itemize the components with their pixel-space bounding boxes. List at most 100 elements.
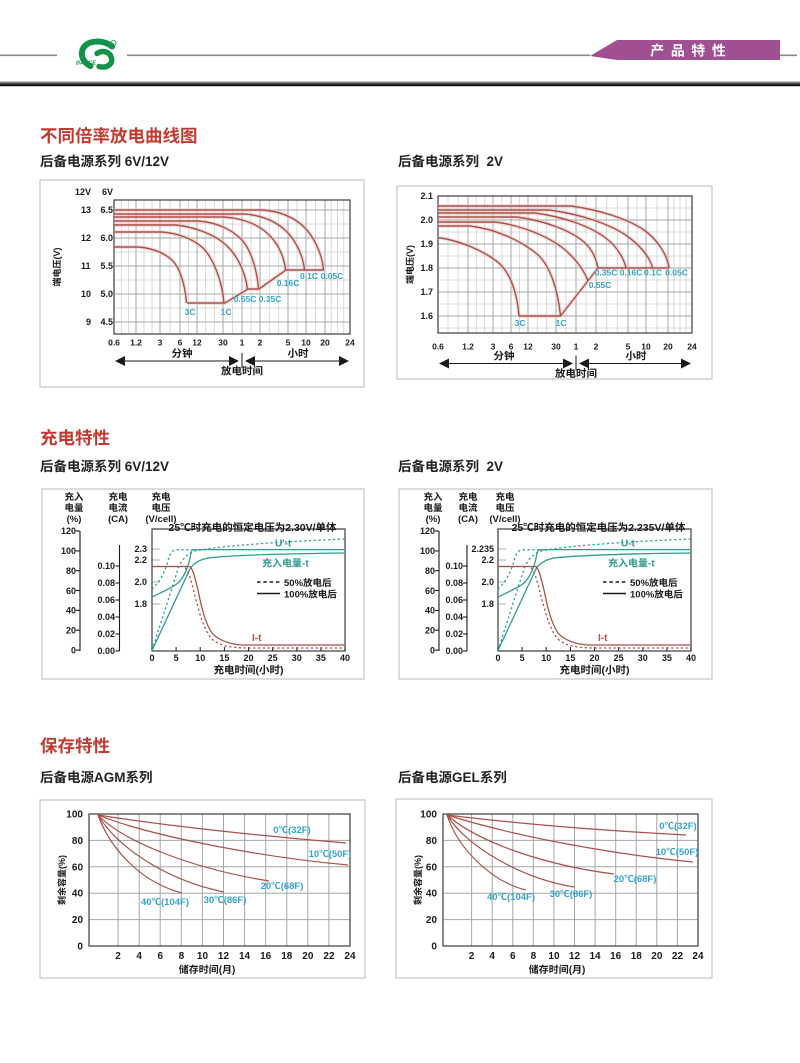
svg-text:0.6: 0.6: [432, 342, 444, 352]
svg-text:20: 20: [302, 951, 314, 962]
svg-text:(V): (V): [52, 248, 62, 260]
svg-text:0.16C: 0.16C: [277, 278, 300, 288]
svg-text:2: 2: [115, 951, 121, 962]
svg-text:100: 100: [66, 810, 83, 821]
svg-text:(: (: [602, 665, 606, 677]
svg-text:60: 60: [72, 862, 84, 873]
svg-text:0.00: 0.00: [98, 646, 116, 656]
svg-text:100: 100: [61, 546, 76, 556]
svg-text:BAOCE: BAOCE: [76, 61, 96, 67]
svg-text:(50F): (50F): [676, 847, 699, 858]
svg-text:60: 60: [426, 862, 438, 873]
svg-text:24: 24: [344, 951, 356, 962]
svg-text:1C: 1C: [221, 307, 232, 317]
svg-text:6: 6: [509, 342, 514, 352]
svg-text:5: 5: [174, 653, 179, 663]
svg-text:30: 30: [204, 895, 215, 906]
svg-text:18: 18: [281, 951, 293, 962]
svg-text:1: 1: [240, 338, 245, 348]
svg-text:25: 25: [614, 653, 624, 663]
svg-text:1.8: 1.8: [482, 599, 495, 609]
svg-text:2.0: 2.0: [135, 577, 148, 587]
svg-text:-t: -t: [302, 559, 309, 570]
svg-text:4: 4: [489, 951, 495, 962]
svg-text:30: 30: [638, 653, 648, 663]
svg-text:2.3: 2.3: [135, 544, 148, 554]
svg-text:12: 12: [523, 342, 533, 352]
svg-text:2V: 2V: [479, 459, 503, 474]
svg-text:0: 0: [430, 645, 435, 655]
svg-text:6V: 6V: [102, 187, 113, 197]
svg-text:0.08: 0.08: [98, 578, 116, 588]
svg-text:15: 15: [219, 653, 229, 663]
svg-text:12: 12: [569, 951, 581, 962]
svg-text:11: 11: [81, 261, 91, 271]
svg-text:0.05C: 0.05C: [321, 271, 344, 281]
svg-text:U-t: U-t: [621, 539, 636, 550]
svg-text:(V/cell): (V/cell): [489, 514, 520, 525]
svg-text:1.8: 1.8: [135, 599, 148, 609]
svg-text:0: 0: [71, 645, 76, 655]
svg-text:AGM: AGM: [94, 770, 126, 785]
svg-text:I-t: I-t: [598, 633, 608, 644]
svg-text:(68F): (68F): [634, 874, 657, 885]
svg-text:0.02: 0.02: [446, 629, 464, 639]
svg-text:25: 25: [268, 653, 278, 663]
svg-text:(104F): (104F): [507, 892, 535, 903]
svg-text:5.5: 5.5: [101, 261, 114, 271]
svg-text:0.35C: 0.35C: [595, 268, 618, 278]
svg-text:25: 25: [169, 522, 181, 534]
svg-text:(V): (V): [405, 245, 415, 257]
svg-text:(V/cell): (V/cell): [145, 514, 176, 525]
svg-text:10: 10: [197, 951, 209, 962]
svg-text:1.7: 1.7: [421, 287, 434, 297]
svg-text:1.9: 1.9: [421, 239, 434, 249]
svg-text:(86F): (86F): [224, 895, 247, 906]
svg-text:0.16C: 0.16C: [620, 268, 643, 278]
svg-text:40: 40: [686, 653, 696, 663]
svg-text:40: 40: [425, 606, 435, 616]
svg-text:40: 40: [340, 653, 350, 663]
svg-text:0: 0: [77, 942, 83, 953]
svg-text:40: 40: [487, 892, 498, 903]
svg-text:50%: 50%: [284, 578, 304, 589]
svg-text:12: 12: [192, 338, 202, 348]
svg-text:2.0: 2.0: [482, 577, 495, 587]
svg-text:(: (: [256, 665, 260, 677]
svg-text:0.35C: 0.35C: [259, 294, 282, 304]
svg-text:22: 22: [672, 951, 684, 962]
svg-text:0.04: 0.04: [446, 612, 464, 622]
svg-text:120: 120: [61, 526, 76, 536]
svg-text:24: 24: [687, 342, 697, 352]
svg-text:(: (: [219, 965, 223, 976]
svg-text:5: 5: [520, 653, 525, 663]
svg-text:100: 100: [420, 810, 437, 821]
svg-text:1.8: 1.8: [421, 263, 434, 273]
svg-text:80: 80: [66, 566, 76, 576]
svg-text:20: 20: [425, 626, 435, 636]
svg-text:5: 5: [286, 338, 291, 348]
svg-text:(50F): (50F): [329, 849, 352, 860]
svg-text:6: 6: [158, 951, 164, 962]
svg-text:10: 10: [309, 849, 320, 860]
svg-text:10: 10: [541, 653, 551, 663]
svg-text:(%): (%): [57, 855, 67, 869]
svg-text:): ): [232, 965, 235, 976]
svg-text:80: 80: [426, 836, 438, 847]
svg-text:3: 3: [158, 338, 163, 348]
svg-text:40: 40: [66, 606, 76, 616]
svg-text:0.6: 0.6: [108, 338, 120, 348]
svg-text:20: 20: [590, 653, 600, 663]
svg-text:15: 15: [565, 653, 575, 663]
svg-text:(%): (%): [67, 514, 82, 525]
svg-text:0.10: 0.10: [98, 561, 116, 571]
svg-text:1.2: 1.2: [462, 342, 474, 352]
svg-text:0.1C: 0.1C: [300, 271, 318, 281]
svg-text:3: 3: [491, 342, 496, 352]
svg-text:80: 80: [72, 836, 84, 847]
svg-text:(32F): (32F): [288, 825, 311, 836]
svg-text:0.06: 0.06: [446, 595, 464, 605]
svg-text:0: 0: [431, 942, 437, 953]
svg-text:100%: 100%: [284, 590, 309, 601]
svg-text:10: 10: [301, 338, 311, 348]
